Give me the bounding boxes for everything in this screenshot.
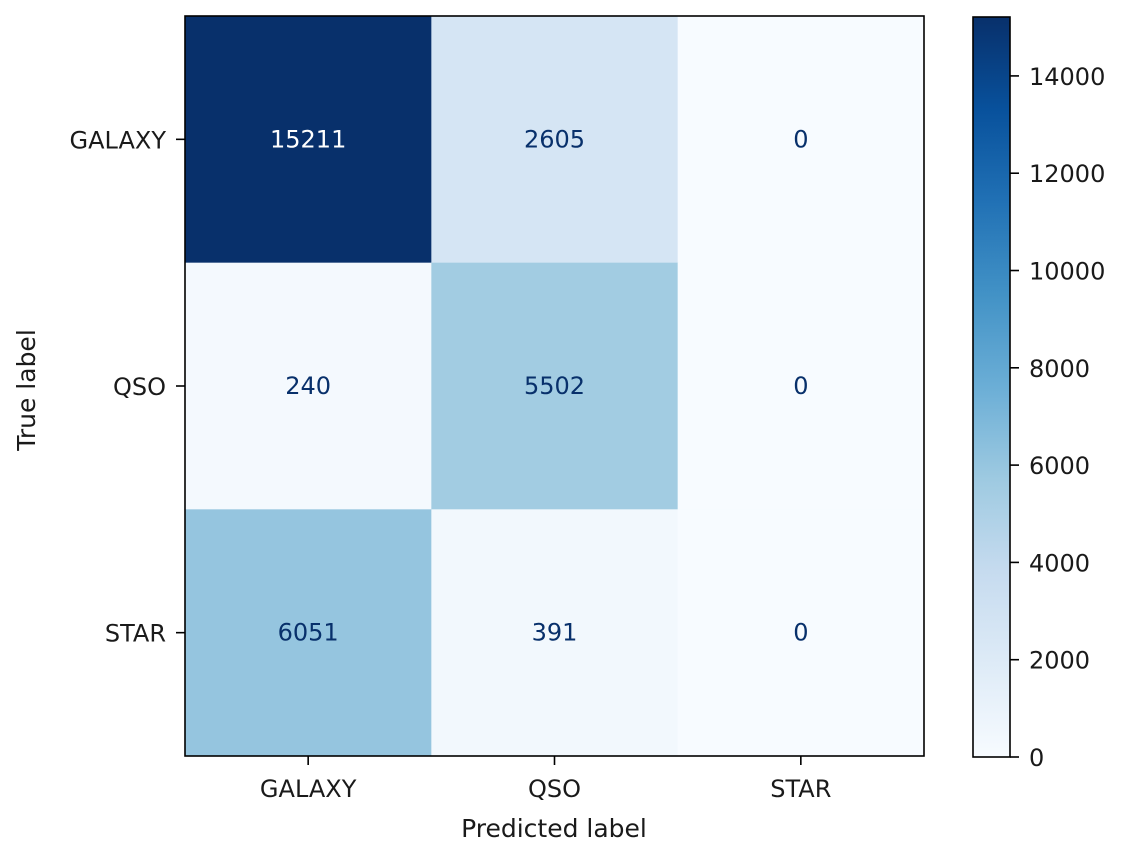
heatmap-cell [185, 509, 432, 757]
colorbar: 0 2000 4000 6000 8000 10000 12000 14000 [972, 16, 1105, 772]
colorbar-tick-label: 14000 [1029, 63, 1105, 91]
heatmap-cell [677, 262, 925, 510]
cell-value-label: 0 [793, 619, 808, 647]
heatmap-cell [185, 16, 432, 264]
heatmap-cell [677, 509, 925, 757]
cell-value-label: 6051 [278, 619, 339, 647]
x-axis-label: Predicted label [461, 814, 647, 843]
y-axis: GALAXY QSO STAR [70, 126, 185, 648]
cell-value-label: 2605 [524, 125, 585, 153]
x-tick-label: GALAXY [260, 775, 357, 803]
x-axis: GALAXY QSO STAR [260, 756, 831, 803]
y-tick-label: GALAXY [70, 126, 167, 154]
cell-value-label: 5502 [524, 372, 585, 400]
cell-value-label: 391 [532, 619, 578, 647]
colorbar-gradient [973, 17, 1010, 757]
colorbar-tick-label: 4000 [1029, 549, 1090, 577]
heatmap-cell [431, 16, 679, 264]
heatmap-cell [185, 262, 432, 510]
heatmap-cell [431, 262, 679, 510]
colorbar-tick-label: 12000 [1029, 160, 1105, 188]
colorbar-tick-label: 8000 [1029, 355, 1090, 383]
colorbar-frame [972, 16, 1011, 758]
x-tick-label: QSO [528, 775, 581, 803]
y-tick-label: QSO [113, 373, 166, 401]
heatmap-cell [431, 509, 679, 757]
cell-value-label: 15211 [270, 125, 346, 153]
colorbar-ticks: 0 2000 4000 6000 8000 10000 12000 14000 [1010, 63, 1105, 772]
colorbar-tick-label: 0 [1029, 744, 1044, 772]
heatmap-cells [185, 16, 925, 757]
y-axis-label: True label [12, 329, 41, 452]
colorbar-tick-label: 10000 [1029, 258, 1105, 286]
heatmap-cell-labels: 15211 2605 0 240 5502 0 6051 391 0 [270, 125, 808, 646]
colorbar-tick-label: 2000 [1029, 647, 1090, 675]
cell-value-label: 0 [793, 372, 808, 400]
colorbar-tick-label: 6000 [1029, 452, 1090, 480]
cell-value-label: 0 [793, 125, 808, 153]
cell-value-label: 240 [285, 372, 331, 400]
x-tick-label: STAR [770, 775, 831, 803]
heatmap-cell [677, 16, 925, 264]
y-tick-label: STAR [105, 620, 166, 648]
